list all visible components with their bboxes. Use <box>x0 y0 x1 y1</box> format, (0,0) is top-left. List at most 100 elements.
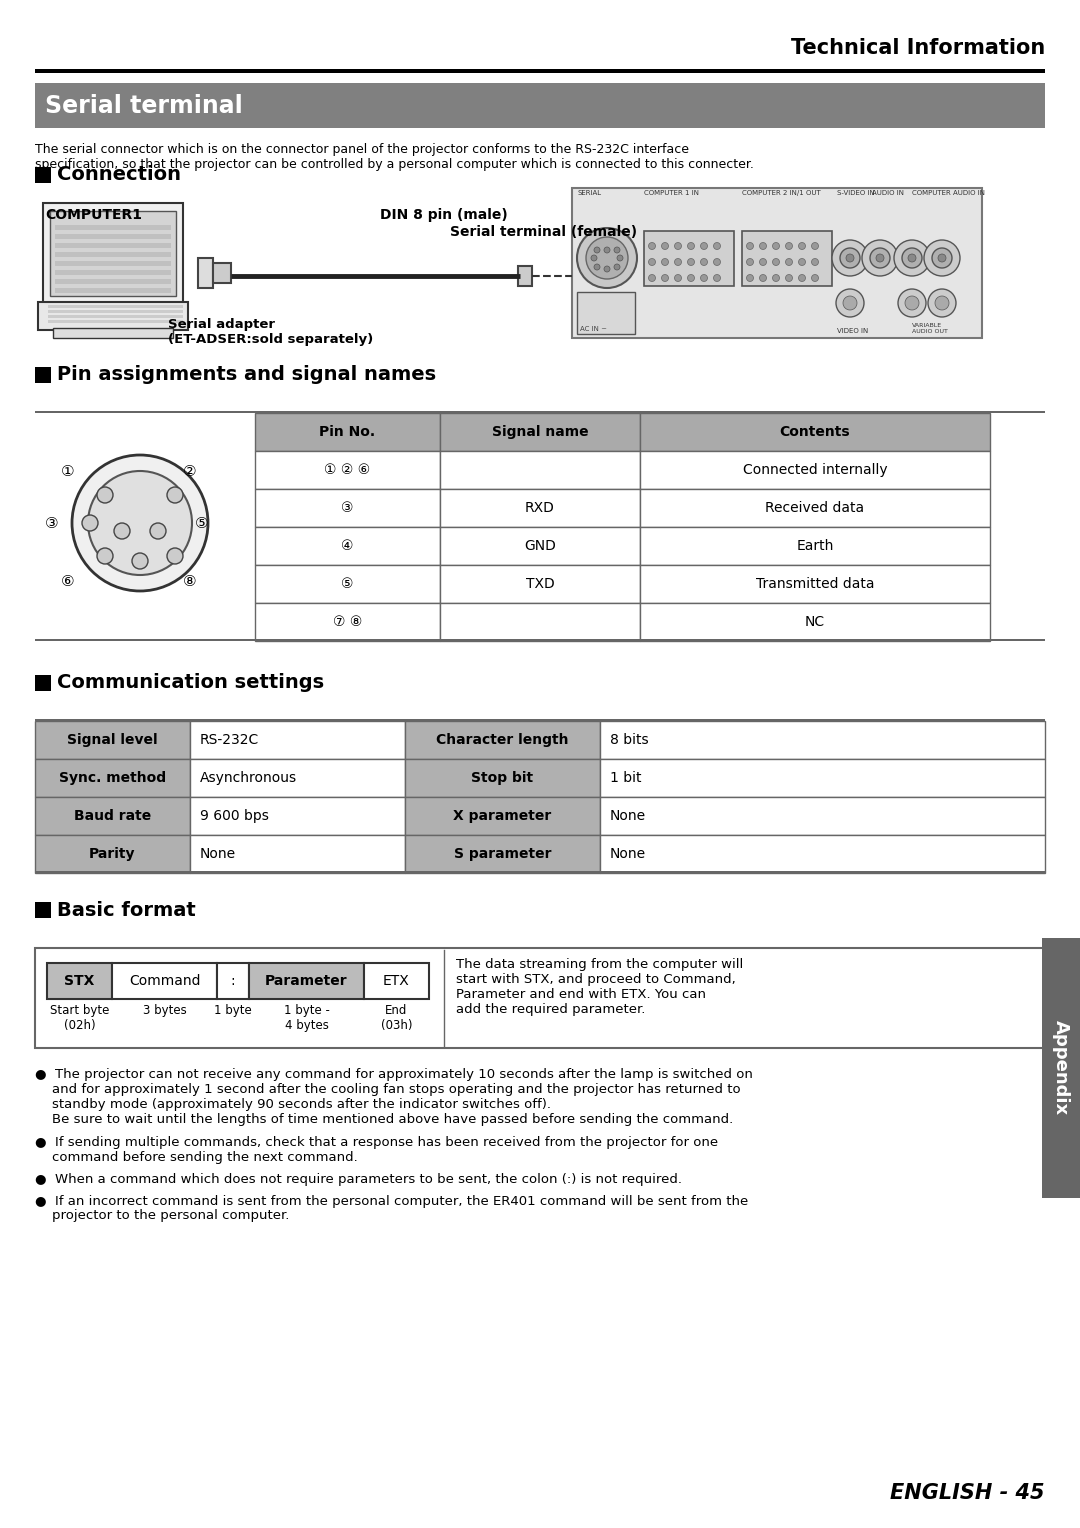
Bar <box>53 329 173 338</box>
Circle shape <box>798 243 806 249</box>
Text: VIDEO IN: VIDEO IN <box>837 329 868 335</box>
Bar <box>255 489 440 527</box>
Bar <box>640 604 990 642</box>
Bar <box>38 303 188 330</box>
Bar <box>405 759 600 798</box>
Text: End
(03h): End (03h) <box>381 1004 413 1031</box>
Circle shape <box>939 254 946 261</box>
Circle shape <box>675 243 681 249</box>
Circle shape <box>894 240 930 277</box>
Bar <box>405 798 600 834</box>
Text: Appendix: Appendix <box>1052 1021 1070 1115</box>
Bar <box>55 243 171 248</box>
Circle shape <box>675 258 681 266</box>
Bar <box>249 963 364 999</box>
Text: ⑤: ⑤ <box>341 578 354 591</box>
Bar <box>190 834 405 872</box>
Circle shape <box>82 515 98 532</box>
Circle shape <box>785 258 793 266</box>
Bar <box>35 720 1045 721</box>
Circle shape <box>928 289 956 316</box>
Text: Baud rate: Baud rate <box>73 808 151 824</box>
Bar <box>35 798 190 834</box>
Text: Serial terminal (female): Serial terminal (female) <box>450 225 637 238</box>
Text: Pin assignments and signal names: Pin assignments and signal names <box>57 365 436 385</box>
Text: ⑤: ⑤ <box>195 515 208 530</box>
Text: ① ② ⑥: ① ② ⑥ <box>324 463 370 477</box>
Bar <box>255 527 440 565</box>
Circle shape <box>746 258 754 266</box>
Circle shape <box>577 228 637 287</box>
Text: COMPUTER 2 IN/1 OUT: COMPUTER 2 IN/1 OUT <box>742 189 821 196</box>
Text: COMPUTER AUDIO IN: COMPUTER AUDIO IN <box>912 189 985 196</box>
Bar <box>600 721 1045 759</box>
Circle shape <box>72 455 208 591</box>
Text: Signal name: Signal name <box>491 425 589 439</box>
Circle shape <box>785 275 793 281</box>
Bar <box>190 759 405 798</box>
Circle shape <box>701 275 707 281</box>
Text: S-VIDEO IN: S-VIDEO IN <box>837 189 875 196</box>
Circle shape <box>586 237 627 280</box>
Circle shape <box>759 258 767 266</box>
Circle shape <box>811 275 819 281</box>
Text: 1 byte -
4 bytes: 1 byte - 4 bytes <box>284 1004 329 1031</box>
Circle shape <box>811 258 819 266</box>
Circle shape <box>594 248 600 254</box>
Text: RS-232C: RS-232C <box>200 733 259 747</box>
Circle shape <box>785 243 793 249</box>
Circle shape <box>591 255 597 261</box>
Circle shape <box>150 523 166 539</box>
Text: Asynchronous: Asynchronous <box>200 772 297 785</box>
Text: None: None <box>610 847 646 860</box>
Text: STX: STX <box>65 973 95 989</box>
Bar <box>35 167 51 183</box>
Bar <box>190 798 405 834</box>
Text: Connection: Connection <box>57 165 181 185</box>
Circle shape <box>798 275 806 281</box>
Text: S parameter: S parameter <box>454 847 551 860</box>
Text: Signal level: Signal level <box>67 733 158 747</box>
Circle shape <box>935 296 949 310</box>
Bar <box>600 759 1045 798</box>
Circle shape <box>615 264 620 270</box>
Circle shape <box>661 258 669 266</box>
Circle shape <box>688 243 694 249</box>
Circle shape <box>688 275 694 281</box>
Text: 3 bytes: 3 bytes <box>143 1004 187 1018</box>
Bar <box>43 203 183 303</box>
Bar <box>35 639 1045 642</box>
Circle shape <box>714 275 720 281</box>
Text: ⑧: ⑧ <box>184 573 197 588</box>
Circle shape <box>604 248 610 254</box>
Bar <box>742 231 832 286</box>
Bar <box>35 871 1045 872</box>
Circle shape <box>167 549 183 564</box>
Bar <box>440 413 640 451</box>
Circle shape <box>759 243 767 249</box>
Text: Parameter: Parameter <box>266 973 348 989</box>
Text: None: None <box>200 847 237 860</box>
Bar <box>213 263 231 283</box>
Circle shape <box>908 254 916 261</box>
Bar <box>35 834 190 872</box>
Circle shape <box>905 296 919 310</box>
Bar <box>55 270 171 275</box>
Bar <box>198 258 213 287</box>
Bar <box>55 225 171 231</box>
Bar <box>35 947 1045 1048</box>
Text: Sync. method: Sync. method <box>59 772 166 785</box>
Bar <box>48 963 112 999</box>
Text: ●  The projector can not receive any command for approximately 10 seconds after : ● The projector can not receive any comm… <box>35 1068 753 1126</box>
Text: Command: Command <box>129 973 200 989</box>
Text: Transmitted data: Transmitted data <box>756 578 874 591</box>
Text: TXD: TXD <box>526 578 554 591</box>
Bar <box>35 411 1045 413</box>
Text: 9 600 bps: 9 600 bps <box>200 808 269 824</box>
Text: Serial adapter
(ET-ADSER:sold separately): Serial adapter (ET-ADSER:sold separately… <box>168 318 374 345</box>
Circle shape <box>714 258 720 266</box>
Circle shape <box>688 258 694 266</box>
Text: DIN 8 pin (male): DIN 8 pin (male) <box>380 208 508 222</box>
Bar <box>35 721 190 759</box>
Circle shape <box>661 243 669 249</box>
